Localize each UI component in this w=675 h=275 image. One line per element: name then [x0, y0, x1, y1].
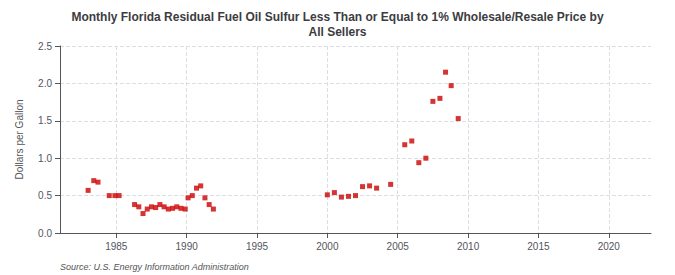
svg-text:1995: 1995: [246, 241, 269, 252]
svg-text:2.5: 2.5: [38, 41, 52, 52]
svg-text:Source: U.S. Energy Informatio: Source: U.S. Energy Information Administ…: [60, 262, 249, 272]
svg-text:2020: 2020: [598, 241, 621, 252]
svg-text:Dollars per Gallon: Dollars per Gallon: [14, 99, 25, 179]
svg-text:2.0: 2.0: [38, 78, 52, 89]
svg-text:Monthly Florida Residual Fuel: Monthly Florida Residual Fuel Oil Sulfur…: [71, 10, 603, 24]
svg-text:0.0: 0.0: [38, 228, 52, 239]
svg-text:2015: 2015: [527, 241, 550, 252]
svg-text:1985: 1985: [105, 241, 128, 252]
svg-text:2010: 2010: [457, 241, 480, 252]
svg-text:1990: 1990: [176, 241, 199, 252]
svg-text:0.5: 0.5: [38, 190, 52, 201]
svg-text:2005: 2005: [387, 241, 410, 252]
svg-text:All Sellers: All Sellers: [308, 25, 366, 39]
svg-text:1.0: 1.0: [38, 153, 52, 164]
svg-text:1.5: 1.5: [38, 115, 52, 126]
svg-text:2000: 2000: [316, 241, 339, 252]
